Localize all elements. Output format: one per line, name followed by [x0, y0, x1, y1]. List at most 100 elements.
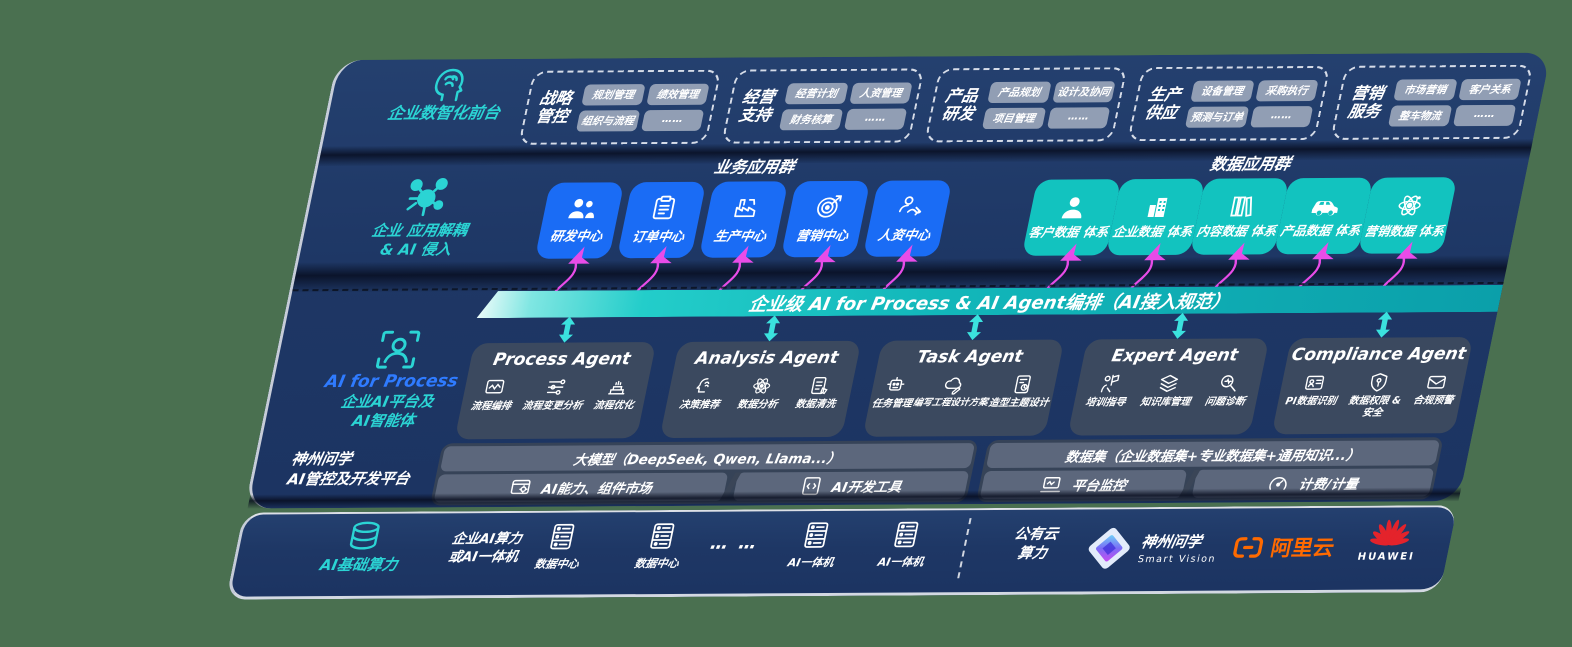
- front-group-marketing: 营销 服务 市场营销 客户关系 整车物流 ……: [1330, 64, 1534, 140]
- agent-item-label: 合规预警: [1411, 395, 1455, 407]
- app-layer-label-cluster: 企业 应用解耦 & AI 侵入: [319, 175, 526, 260]
- double-arrow-icon: [1172, 312, 1189, 339]
- agent-title: Task Agent: [915, 346, 1025, 368]
- server-icon: [804, 522, 829, 548]
- pill: ……: [640, 109, 705, 131]
- agent-item-label: 问题诊断: [1203, 396, 1247, 408]
- customer-user-icon: [1061, 197, 1082, 219]
- node-datacenter-1: 数据中心: [522, 522, 598, 571]
- huawei-logo: HUAWEI: [1347, 515, 1433, 563]
- pill: 财务核算: [779, 108, 843, 130]
- data-box-customer: 客户数据 体系: [1021, 179, 1122, 256]
- app-box-label: 生产中心: [712, 229, 768, 245]
- agent-item-label: 流程优化: [592, 400, 635, 412]
- main-slab: 企业数智化前台 战略 管控 规划管理 绩效管理 组织与流程 …… 经营 支持 经…: [244, 52, 1551, 509]
- front-group-title: 生产 供应: [1143, 84, 1183, 123]
- training-icon: [1100, 374, 1120, 393]
- node-label: AI一体机: [786, 555, 835, 570]
- marketing-atom-icon: [1398, 195, 1421, 216]
- node-label: 数据中心: [633, 556, 680, 571]
- agent-title: Process Agent: [491, 349, 633, 371]
- data-box-enterprise: 企业数据 体系: [1105, 178, 1206, 256]
- front-group-supply: 生产 供应 设备管理 采购执行 预测与订单 ……: [1127, 65, 1331, 142]
- factory-icon: [734, 199, 756, 218]
- knowledge-layers-icon: [1160, 374, 1179, 393]
- data-box-label: 产品数据 体系: [1279, 222, 1362, 239]
- front-group-strategy: 战略 管控 规划管理 绩效管理 组织与流程 ……: [518, 69, 722, 145]
- pill: 采购执行: [1254, 79, 1319, 101]
- agent-item-label: 数据权限 & 安全: [1347, 395, 1402, 419]
- data-box-label: 营销数据 体系: [1363, 223, 1446, 239]
- front-group-title: 经营 支持: [737, 86, 777, 125]
- smart-vision-diamond-icon: [1088, 527, 1130, 569]
- ai-orchestration-band-text: 企业级 AI for Process & AI Agent编排（AI接入规范）: [746, 291, 1233, 316]
- order-clipboard-icon: [652, 195, 676, 220]
- server-icon: [650, 523, 675, 549]
- agent-card-compliance: Compliance Agent PI数据识别 数据权限 & 安全 合规预警: [1271, 337, 1474, 435]
- agent-item-label: 流程变更分析: [521, 400, 584, 412]
- agent-item-label: 知识库管理: [1139, 396, 1192, 409]
- pill: 设备管理: [1190, 79, 1255, 102]
- pill: 市场营销: [1393, 78, 1458, 101]
- pill: 人资管理: [848, 81, 913, 104]
- agent-item-label: 任务管理: [870, 398, 913, 410]
- product-car-icon: [1311, 201, 1338, 216]
- diagnosis-icon: [1221, 375, 1236, 392]
- pill: 项目管理: [982, 107, 1046, 129]
- agent-item-label: 编写工程设计方案: [912, 397, 989, 409]
- app-box-label: 研发中心: [548, 229, 604, 245]
- front-layer-label-cluster: 企业数智化前台: [367, 63, 529, 124]
- front-group-items: 市场营销 客户关系 整车物流 ……: [1388, 78, 1522, 127]
- public-cloud-line: 算力: [1016, 545, 1049, 562]
- data-box-label: 客户数据 体系: [1027, 224, 1110, 240]
- platform-cell-billing: 计费/计量: [1191, 468, 1435, 498]
- pi-idcard-icon: [1305, 375, 1325, 390]
- billing-gauge-icon: [1269, 477, 1287, 491]
- database-icon: [349, 521, 380, 550]
- front-group-title: 战略 管控: [534, 88, 574, 126]
- decision-head-icon: [695, 378, 709, 393]
- double-arrow-icon: [764, 315, 781, 342]
- agent-item-label: PI数据识别: [1284, 395, 1338, 408]
- pill: 整车物流: [1388, 104, 1452, 127]
- pill: 规划管理: [581, 83, 646, 106]
- dataset-bar: 数据集（企业数据集+专业数据集+通用知识...）: [985, 440, 1441, 469]
- agent-item-label: 流程编排: [469, 400, 513, 413]
- data-group-title: 数据应用群: [1208, 154, 1293, 174]
- task-robot-icon: [887, 376, 905, 391]
- node-ai-appliance-2: AI一体机: [866, 520, 942, 569]
- data-box-label: 内容数据 体系: [1195, 223, 1278, 239]
- pill: ……: [1249, 105, 1314, 127]
- analysis-atom-icon: [752, 378, 770, 394]
- theme-design-icon: [1014, 375, 1031, 394]
- change-analysis-icon: [547, 379, 566, 395]
- double-arrow-icon: [559, 316, 576, 343]
- agent-item-label: 造型主题设计: [987, 397, 1050, 410]
- app-box-hr-center: 人资中心: [862, 180, 953, 257]
- ai-layer-label-top: AI for Process: [323, 371, 460, 393]
- hr-people-icon: [898, 196, 922, 216]
- front-group-product: 产品 研发 产品规划 设计及协同 项目管理 ……: [924, 67, 1128, 143]
- team-icon: [568, 198, 594, 219]
- node-label: AI一体机: [876, 555, 925, 569]
- pill: 经营计划: [784, 82, 849, 104]
- content-docs-icon: [1230, 196, 1253, 217]
- huawei-name: HUAWEI: [1356, 551, 1416, 563]
- data-box-content: 内容数据 体系: [1189, 178, 1290, 255]
- pill: 设计及协同: [1051, 80, 1116, 103]
- app-box-label: 订单中心: [630, 229, 686, 246]
- data-box-marketing: 营销数据 体系: [1357, 177, 1458, 254]
- app-box-label: 人资中心: [876, 228, 932, 244]
- pill: 客户关系: [1457, 78, 1522, 100]
- agent-item-label: 培训指导: [1084, 397, 1127, 409]
- node-datacenter-2: 数据中心: [622, 522, 698, 571]
- agent-card-expert: Expert Agent 培训指导 知识库管理 问题诊断: [1067, 338, 1270, 436]
- enterprise-building-icon: [1147, 197, 1168, 218]
- smart-vision-name: 神州问学: [1139, 532, 1204, 552]
- agent-item-label: 数据分析: [736, 399, 779, 411]
- data-permission-icon: [1370, 373, 1388, 392]
- llm-bar: 大模型（DeepSeek, Qwen, Llama...）: [439, 443, 976, 472]
- agent-item-label: 决策推荐: [678, 399, 721, 411]
- pill: ……: [1452, 104, 1517, 126]
- decouple-molecule-icon: [406, 178, 448, 217]
